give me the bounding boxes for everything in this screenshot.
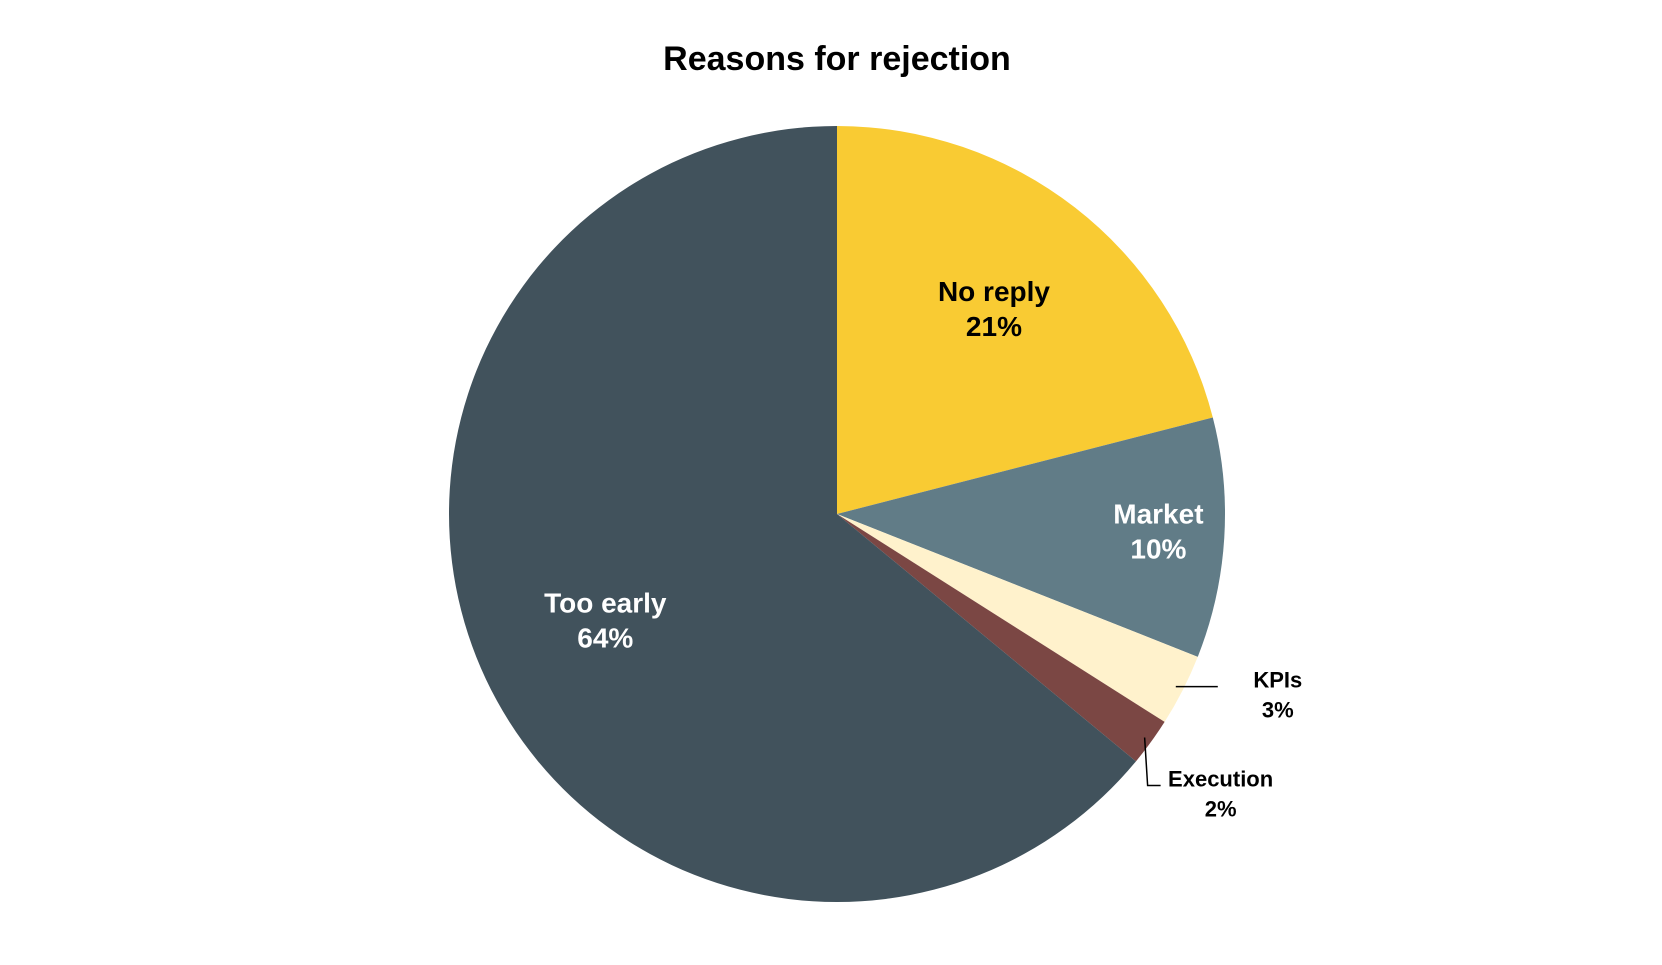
pie-slice <box>837 126 1213 514</box>
pie-slice <box>837 514 1165 762</box>
pie-slice <box>837 417 1225 657</box>
pie-slice <box>837 514 1198 722</box>
slice-value-label: 21% <box>966 311 1022 342</box>
slice-label: Too early <box>544 587 667 618</box>
slice-label: Market <box>1113 499 1203 530</box>
chart-title: Reasons for rejection <box>663 40 1011 78</box>
slice-label: No reply <box>938 276 1050 307</box>
slice-value-label: 2% <box>1205 796 1237 821</box>
pie-slice <box>448 126 1136 903</box>
slice-value-label: 64% <box>577 622 633 653</box>
leader-line <box>1143 737 1161 787</box>
slice-value-label: 3% <box>1262 697 1294 722</box>
slice-label: KPIs <box>1253 667 1302 692</box>
slice-label: Execution <box>1168 766 1273 791</box>
slice-value-label: 10% <box>1130 534 1186 565</box>
